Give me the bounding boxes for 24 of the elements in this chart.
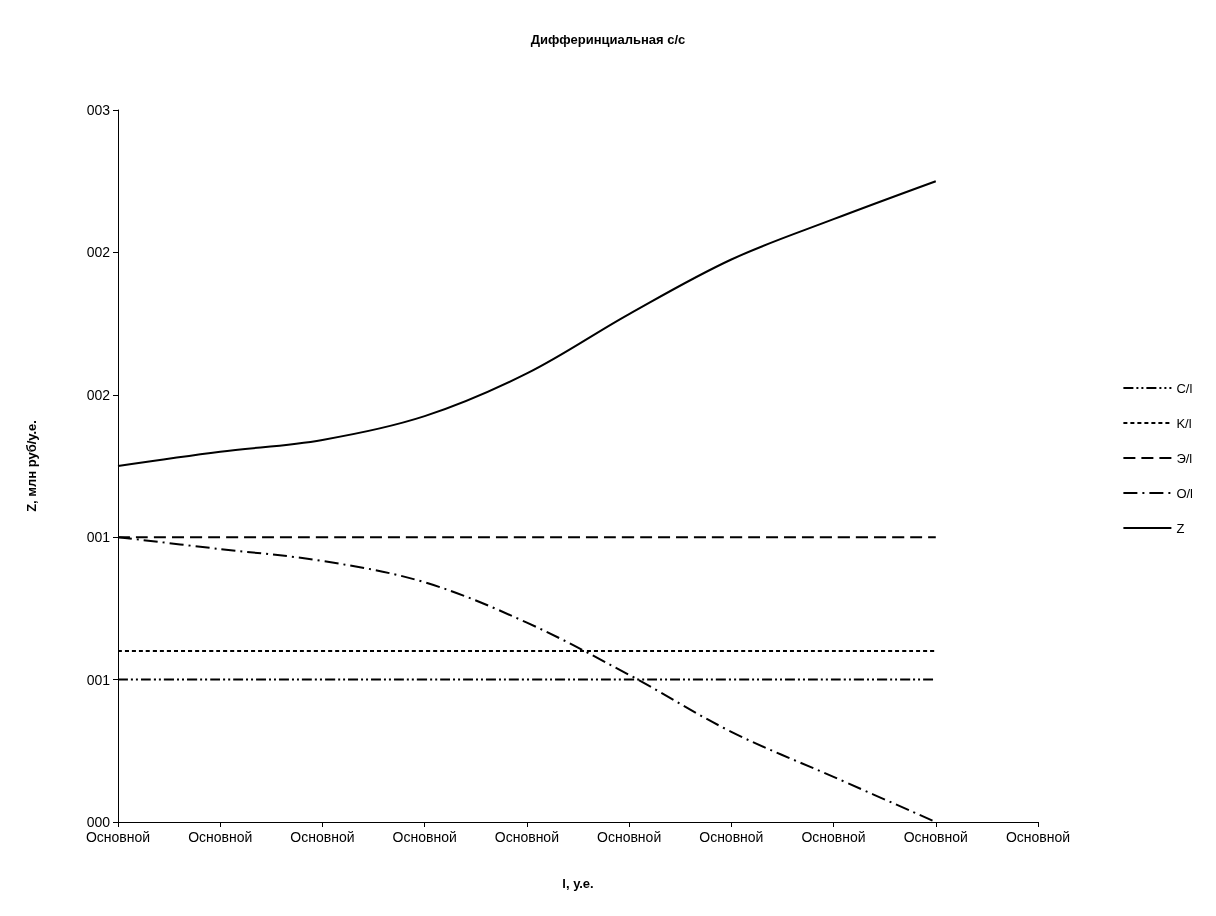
- legend-label: Z: [1176, 520, 1185, 536]
- x-tick-label: Основной: [85, 829, 151, 845]
- y-tick-label: 001: [86, 671, 111, 688]
- legend-label: O/l: [1176, 485, 1194, 501]
- y-tick-label: 002: [86, 386, 111, 403]
- legend-label: Э/l: [1176, 450, 1193, 466]
- x-tick-label: Основной: [188, 829, 253, 845]
- x-tick-label: Основной: [1005, 829, 1071, 845]
- y-tick-label: 001: [86, 529, 111, 546]
- y-axis-title: Z, млн руб/у.е.: [24, 420, 39, 512]
- x-tick-label: Основной: [290, 829, 355, 845]
- y-tick-label: 000: [86, 814, 111, 830]
- legend-label: K/l: [1176, 415, 1192, 431]
- x-axis-title: l, у.е.: [562, 876, 594, 891]
- y-tick-label: 002: [86, 244, 111, 261]
- x-tick-label: Основной: [801, 829, 866, 845]
- x-tick-label: Основной: [494, 829, 559, 845]
- x-tick-label: Основной: [597, 829, 662, 845]
- y-tick-label: 003: [86, 102, 111, 118]
- x-tick-label: Основной: [903, 829, 968, 845]
- legend-label: C/l: [1176, 380, 1193, 396]
- x-tick-label: Основной: [699, 829, 764, 845]
- x-tick-label: Основной: [392, 829, 457, 845]
- chart-title: Дифферинциальная с/с: [530, 32, 686, 47]
